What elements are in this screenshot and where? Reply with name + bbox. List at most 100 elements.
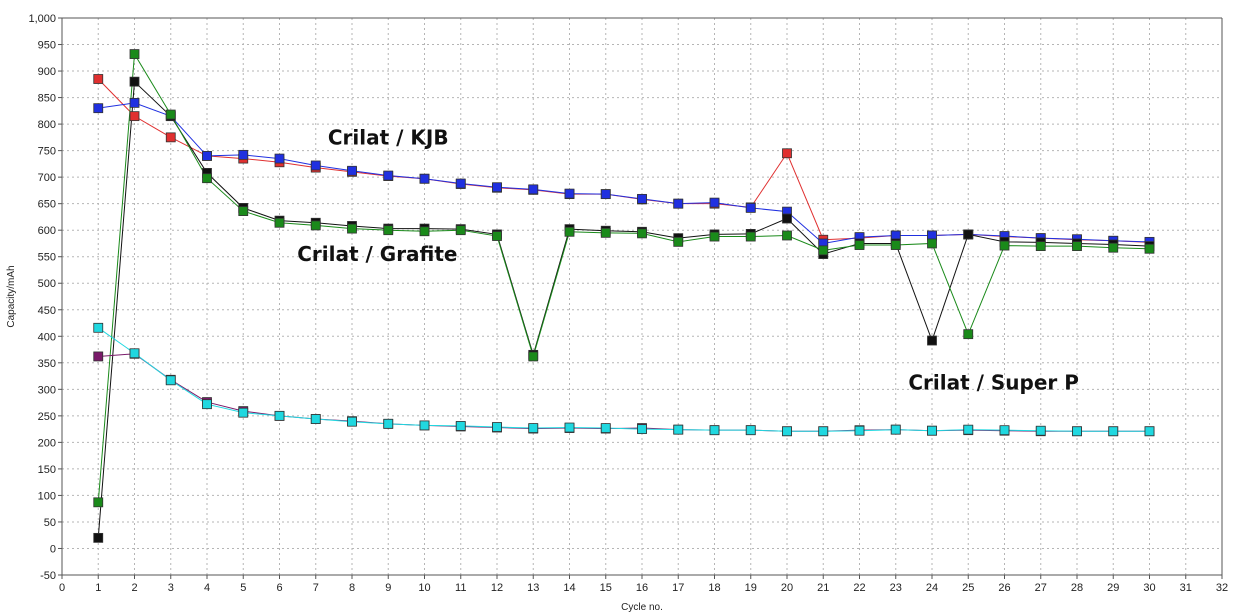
x-tick-label: 26	[998, 582, 1010, 594]
series-6-point	[1035, 425, 1046, 436]
series-6-point	[492, 422, 502, 432]
y-tick-label: 600	[38, 225, 56, 237]
x-tick-label: 32	[1216, 582, 1228, 594]
x-axis-title: Cycle no.	[621, 602, 663, 613]
series-2-point	[600, 189, 611, 200]
y-tick-label: 700	[38, 172, 56, 184]
y-tick-label: 150	[38, 464, 56, 476]
series-2-point	[709, 197, 720, 208]
annotation-label: Crilat / KJB	[328, 125, 449, 149]
series-4-point	[1072, 241, 1082, 252]
x-tick-label: 4	[204, 582, 210, 594]
series-6-point	[1144, 426, 1155, 437]
annotation-label: Crilat / Super P	[908, 370, 1079, 394]
series-2-point	[745, 203, 756, 213]
y-tick-label: 500	[38, 278, 56, 290]
series-2-point	[274, 153, 285, 164]
series-line-4	[97, 52, 1150, 503]
series-6-point	[129, 348, 140, 359]
series-2-point	[238, 149, 249, 160]
series-line-1	[97, 78, 1150, 243]
series-4-point	[1035, 241, 1046, 252]
y-tick-label: 0	[50, 543, 56, 555]
series-4-point	[890, 240, 901, 250]
series-6-point	[999, 425, 1010, 436]
y-tick-label: -50	[40, 570, 56, 582]
x-tick-label: 25	[962, 582, 974, 594]
series-6-point	[1072, 426, 1082, 437]
series-1-point	[782, 148, 792, 159]
x-tick-label: 5	[240, 582, 246, 594]
x-tick-label: 18	[708, 582, 720, 594]
y-tick-label: 100	[38, 490, 56, 502]
series-6-point	[927, 425, 937, 436]
series-4-point	[963, 329, 974, 340]
series-4-point	[347, 223, 357, 234]
x-tick-labels: 0 1 2 3 4 5 6 7 8 9 10 11 12 13 14 15 16 17 18 19 20 21 22 23 24…	[59, 575, 1228, 594]
series-6-point	[419, 420, 430, 431]
series-6-point	[890, 424, 901, 435]
series-6-point	[564, 422, 575, 433]
x-tick-label: 9	[385, 582, 391, 594]
series-1-point	[129, 111, 140, 122]
series-4-point	[129, 49, 140, 59]
series-6-point	[600, 423, 611, 433]
x-tick-label: 11	[455, 582, 466, 594]
y-tick-label: 950	[38, 40, 56, 52]
series-1-point	[93, 74, 104, 84]
series-4-point	[419, 226, 430, 237]
series-line-3	[97, 80, 1150, 538]
y-tick-label: 250	[38, 411, 56, 423]
series-3-point	[963, 229, 974, 240]
y-tick-label: 400	[38, 331, 56, 343]
series-5-point	[93, 351, 104, 362]
series-2-point	[93, 103, 104, 114]
series-2-point	[347, 165, 357, 176]
y-tick-label: 850	[38, 93, 56, 105]
series-6-point	[963, 424, 974, 435]
series-6-point	[347, 416, 357, 427]
series-4-point	[1144, 243, 1155, 254]
annotation-label: Crilat / Grafite	[297, 242, 457, 266]
x-tick-label: 30	[1143, 582, 1155, 594]
series-6-point	[93, 322, 104, 333]
series-1-point	[165, 132, 176, 143]
series-4-point	[1108, 242, 1119, 253]
series-3-point	[782, 213, 792, 224]
y-tick-label: 750	[38, 146, 56, 158]
series-6-point	[818, 426, 829, 437]
series-2-point	[455, 178, 466, 189]
y-tick-label: 550	[38, 252, 56, 264]
x-tick-label: 21	[817, 582, 829, 594]
series-2-point	[637, 193, 647, 204]
series-4-point	[93, 497, 104, 508]
series-4-point	[818, 245, 829, 256]
x-tick-label: 15	[600, 582, 612, 594]
series-6-point	[455, 421, 466, 431]
series-6-point	[310, 414, 321, 424]
series-6-point	[673, 424, 684, 435]
annotations: Crilat / KJB Crilat / Grafite Crilat / Sup…	[297, 125, 1079, 394]
y-tick-label: 650	[38, 199, 56, 211]
series-4-point	[492, 231, 502, 241]
series-6-point	[782, 426, 792, 437]
y-tick-label: 50	[44, 517, 56, 529]
series-2-point	[419, 173, 430, 184]
series-6-point	[854, 425, 865, 436]
x-tick-label: 1	[95, 582, 101, 594]
series-2-point	[528, 184, 539, 195]
x-tick-label: 2	[131, 582, 137, 594]
series-2-point	[492, 182, 502, 193]
x-tick-label: 19	[745, 582, 757, 594]
y-tick-label: 900	[38, 66, 56, 78]
x-tick-label: 28	[1071, 582, 1083, 594]
x-tick-label: 22	[853, 582, 865, 594]
x-tick-label: 23	[890, 582, 902, 594]
y-tick-label: 1,000	[28, 13, 56, 25]
series-6-point	[709, 425, 720, 436]
x-tick-label: 10	[418, 582, 430, 594]
y-axis-title: Capacity/mAh	[6, 265, 17, 327]
series-4-point	[564, 226, 575, 237]
series-4-point	[238, 206, 249, 216]
